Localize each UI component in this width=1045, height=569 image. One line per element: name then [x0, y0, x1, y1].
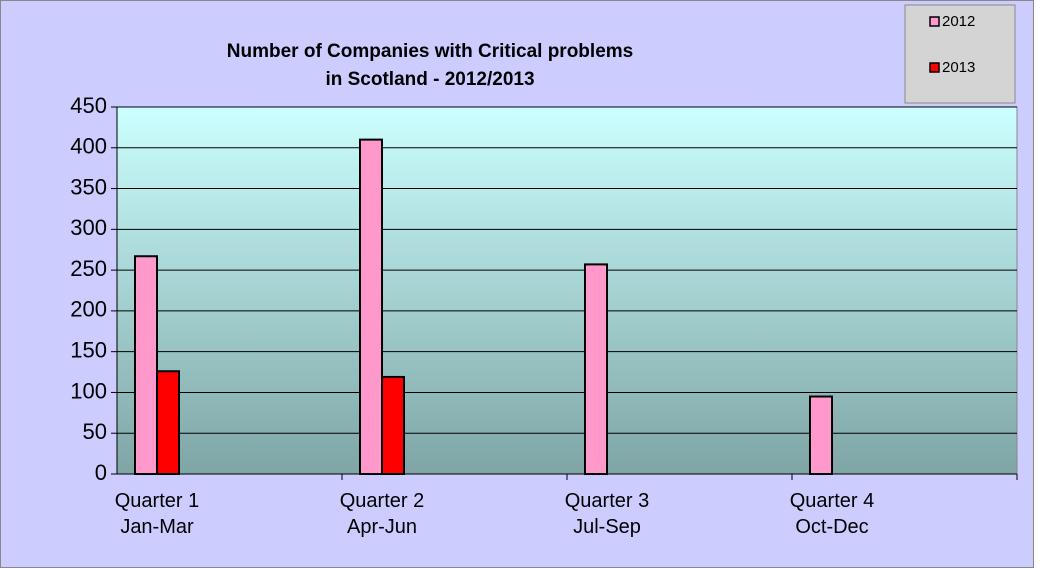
bar [156, 370, 180, 475]
bar [381, 375, 405, 475]
x-tick-label: Quarter 3 Jul-Sep [564, 490, 650, 538]
legend-swatch [929, 62, 940, 73]
bar [359, 138, 383, 475]
y-tick-label: 50 [83, 419, 107, 444]
y-tick-label: 0 [95, 460, 107, 485]
x-tick-label: Quarter 1 Jan-Mar [114, 490, 200, 538]
y-tick-label: 100 [70, 378, 107, 403]
y-tick-label: 400 [70, 134, 107, 159]
y-tick-label: 450 [70, 93, 107, 118]
bar [584, 263, 608, 475]
bar [809, 395, 833, 475]
x-tick-label: Quarter 2 Apr-Jun [339, 490, 425, 538]
plot-area [116, 106, 1018, 475]
legend-swatch [929, 16, 940, 27]
y-tick-label: 300 [70, 215, 107, 240]
legend-label: 2012 [942, 13, 975, 30]
legend-box [904, 4, 1016, 104]
chart-title: Number of Companies with Critical proble… [226, 41, 634, 90]
x-tick-label: Quarter 4 Oct-Dec [789, 490, 875, 538]
bar [134, 255, 158, 475]
legend-label: 2013 [942, 59, 975, 76]
y-tick-label: 350 [70, 174, 107, 199]
y-tick-label: 150 [70, 337, 107, 362]
y-tick-label: 200 [70, 297, 107, 322]
y-tick-label: 250 [70, 256, 107, 281]
